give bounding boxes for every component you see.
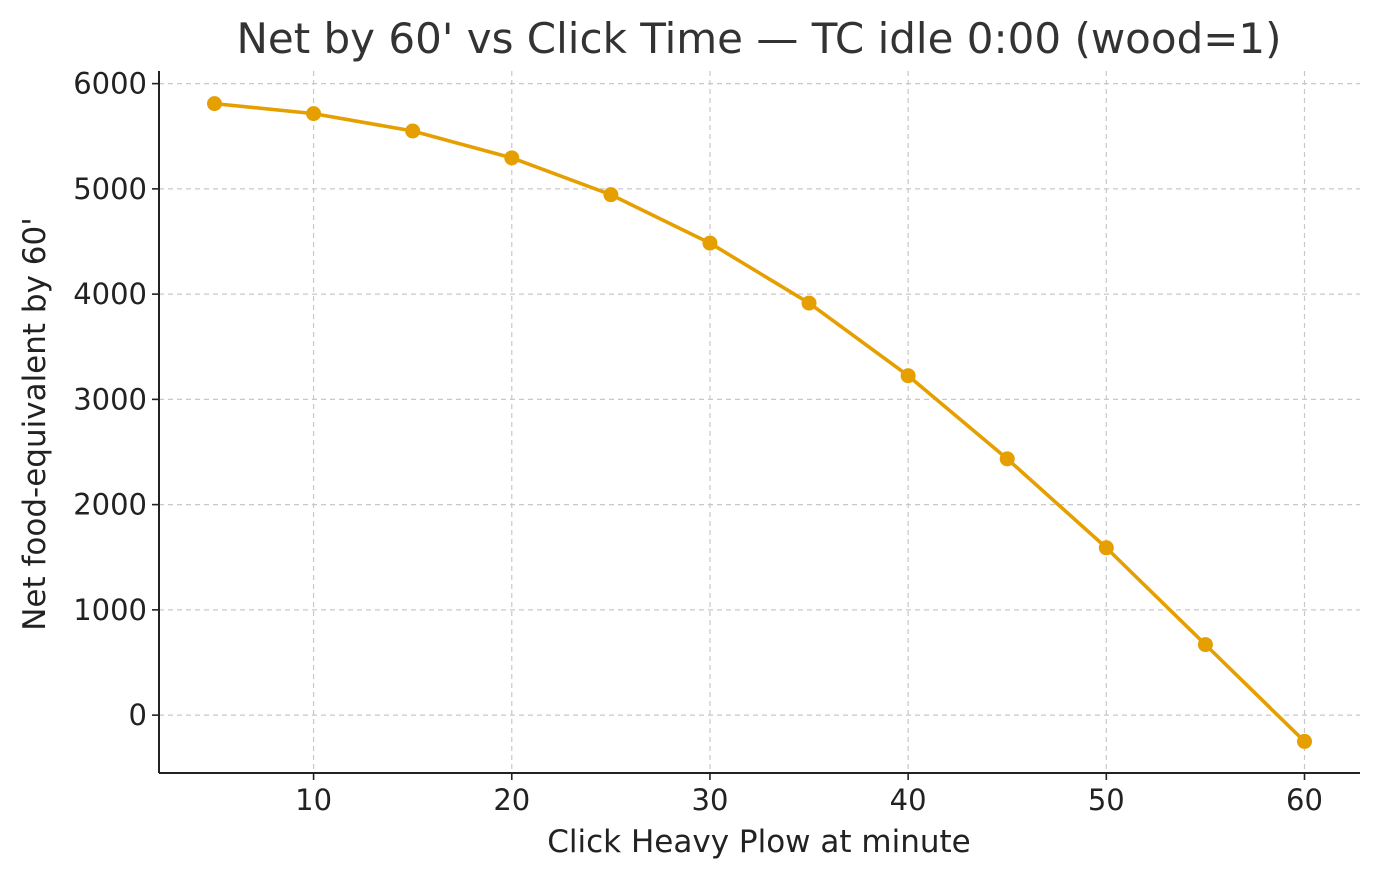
axes xyxy=(152,71,1360,780)
series-line xyxy=(212,101,1307,744)
y-tick-label: 2000 xyxy=(73,488,147,522)
y-tick-label: 0 xyxy=(129,698,147,732)
data-point xyxy=(900,368,916,384)
data-point xyxy=(405,123,421,139)
y-axis-label: Net food-equivalent by 60' xyxy=(17,217,53,631)
x-tick-label: 40 xyxy=(890,783,927,817)
data-point xyxy=(999,451,1015,467)
y-tick-label: 6000 xyxy=(73,67,147,101)
x-tick-label: 10 xyxy=(295,783,332,817)
data-point xyxy=(1098,540,1114,556)
x-tick-label: 60 xyxy=(1286,783,1323,817)
data-series xyxy=(206,96,1313,749)
data-point xyxy=(1197,637,1213,653)
x-tick-label: 20 xyxy=(493,783,530,817)
data-point xyxy=(603,187,619,203)
x-tick-label: 30 xyxy=(692,783,729,817)
y-tick-label: 5000 xyxy=(73,172,147,206)
data-point xyxy=(504,150,520,166)
x-tick-label: 50 xyxy=(1088,783,1125,817)
data-point xyxy=(206,96,222,112)
x-axis-label: Click Heavy Plow at minute xyxy=(547,824,970,860)
y-tick-label: 1000 xyxy=(73,593,147,627)
tick-labels: 10 20 30 40 50 60 0 1000 2000 3000 4000 5000 6000 xyxy=(73,67,1323,817)
data-point xyxy=(1297,733,1313,749)
data-point xyxy=(801,295,817,311)
grid xyxy=(159,71,1360,773)
chart-title: Net by 60' vs Click Time — TC idle 0:00 … xyxy=(236,14,1281,63)
data-point xyxy=(306,106,322,122)
y-tick-label: 4000 xyxy=(73,277,147,311)
y-tick-label: 3000 xyxy=(73,382,147,416)
data-point xyxy=(702,235,718,251)
